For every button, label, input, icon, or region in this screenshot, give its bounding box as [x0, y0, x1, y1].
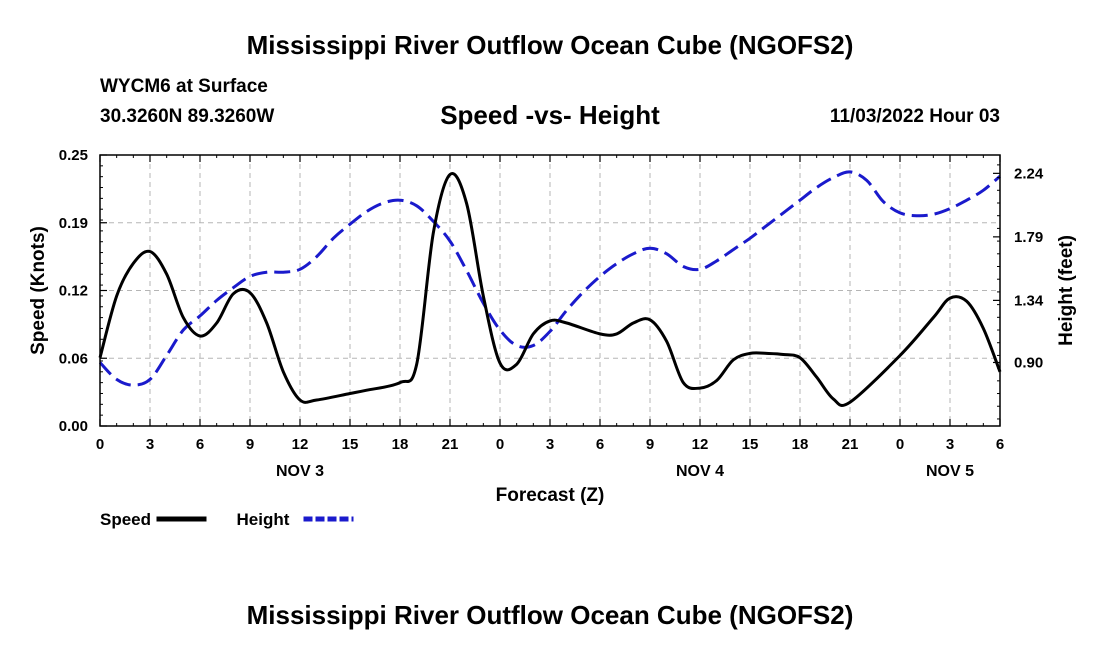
y-left-tick-label: 0.00 [59, 418, 88, 435]
y-left-axis-title: Speed (Knots) [28, 226, 49, 355]
x-tick-label: 21 [442, 436, 459, 453]
x-day-label: NOV 5 [926, 463, 974, 480]
chart-subtitle: Speed -vs- Height [440, 100, 660, 130]
x-tick-label: 15 [742, 436, 759, 453]
x-tick-label: 0 [496, 436, 504, 453]
x-tick-label: 3 [546, 436, 554, 453]
y-right-tick-label: 0.90 [1014, 354, 1043, 371]
x-tick-label: 18 [792, 436, 809, 453]
y-right-tick-label: 1.79 [1014, 229, 1043, 246]
station-label: WYCM6 at Surface [100, 76, 268, 97]
x-tick-label: 0 [96, 436, 104, 453]
chart-axes: 0 3 6 9 12 15 18 21 0 3 6 9 12 15 18 21 0 3 6 0.00 0.06 0.12 0… [28, 147, 1077, 506]
series-line-speed [98, 172, 1002, 407]
x-day-label: NOV 4 [676, 463, 724, 480]
x-tick-label: 18 [392, 436, 409, 453]
x-tick-label: 3 [146, 436, 154, 453]
y-left-tick-label: 0.06 [59, 350, 88, 367]
footer-title: Mississippi River Outflow Ocean Cube (NG… [246, 600, 854, 630]
y-right-tick-label: 2.24 [1014, 165, 1044, 182]
y-right-tick-label: 1.34 [1014, 292, 1044, 309]
y-left-tick-label: 0.19 [59, 215, 88, 232]
x-tick-label: 9 [646, 436, 654, 453]
series-line-height [98, 170, 1001, 387]
chart-series [98, 170, 1002, 407]
x-tick-label: 12 [692, 436, 709, 453]
forecast-timestamp: 11/03/2022 Hour 03 [829, 106, 1000, 127]
x-tick-label: 6 [196, 436, 204, 453]
speed-height-chart: 0 3 6 9 12 15 18 21 0 3 6 9 12 15 18 21 0 3 6 0.00 0.06 0.12 0… [28, 147, 1077, 529]
chart-legend: Speed Height [100, 510, 354, 529]
legend-label-speed: Speed [100, 510, 151, 529]
x-tick-label: 12 [292, 436, 309, 453]
x-tick-label: 15 [342, 436, 359, 453]
station-coordinates: 30.3260N 89.3260W [100, 106, 275, 127]
legend-label-height: Height [237, 510, 290, 529]
x-day-label: NOV 3 [276, 463, 324, 480]
x-tick-label: 6 [596, 436, 604, 453]
x-tick-label: 21 [842, 436, 859, 453]
y-left-tick-label: 0.12 [59, 283, 88, 300]
x-tick-label: 3 [946, 436, 954, 453]
x-tick-label: 9 [246, 436, 254, 453]
chart-grid [100, 155, 1000, 426]
x-tick-label: 0 [896, 436, 904, 453]
x-tick-label: 6 [996, 436, 1004, 453]
y-right-axis-title: Height (feet) [1056, 235, 1077, 346]
main-title: Mississippi River Outflow Ocean Cube (NG… [246, 30, 854, 60]
y-left-tick-label: 0.25 [59, 147, 88, 164]
x-axis-title: Forecast (Z) [496, 485, 605, 506]
